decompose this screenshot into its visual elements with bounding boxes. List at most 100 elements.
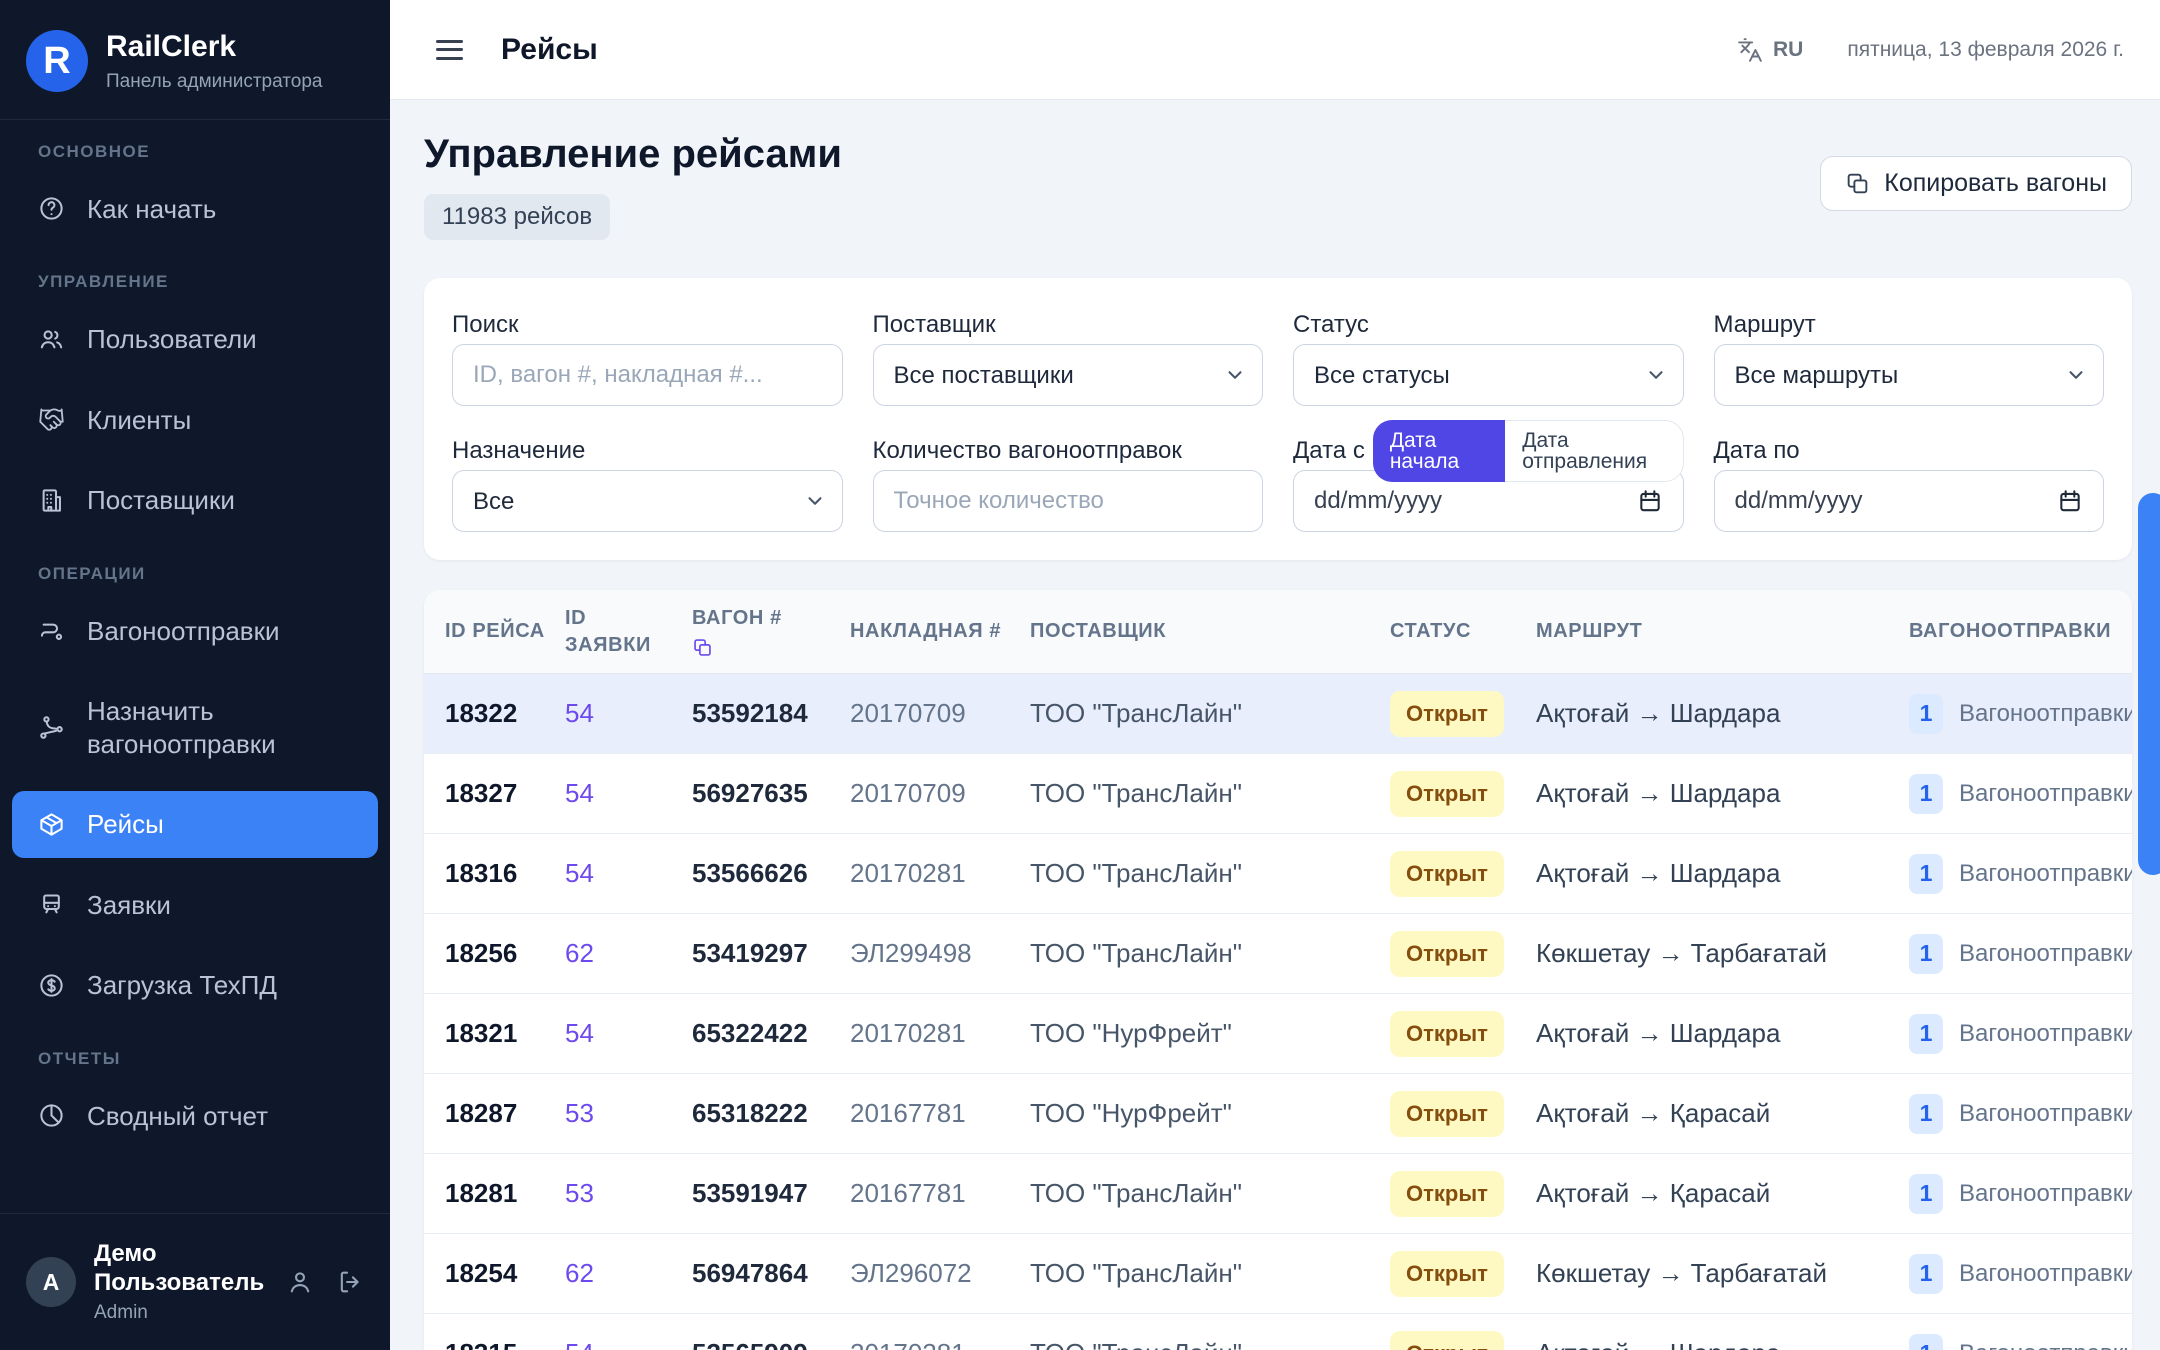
language-code: RU	[1772, 37, 1804, 61]
request-id-link[interactable]: 62	[565, 1258, 594, 1288]
calendar-icon[interactable]	[1637, 488, 1663, 514]
status-cell: Открыт	[1390, 1090, 1536, 1137]
sidebar-item-techpd-upload[interactable]: Загрузка ТехПД	[12, 952, 378, 1019]
route-select[interactable]: Все маршруты	[1714, 345, 2103, 405]
request-id-link[interactable]: 54	[565, 698, 594, 728]
supplier-label: Поставщик	[872, 311, 996, 338]
menu-toggle-icon[interactable]	[436, 39, 463, 60]
status-badge: Открыт	[1390, 930, 1504, 977]
supplier-select[interactable]: Все поставщики	[873, 345, 1262, 405]
table-row[interactable]: 18281 53 53591947 20167781 ТОО "ТрансЛай…	[424, 1154, 2132, 1234]
shipments-cell: 1 Вагоноотправки	[1909, 773, 2132, 814]
shipments-cell: 1 Вагоноотправки	[1909, 1013, 2132, 1054]
calendar-icon[interactable]	[2057, 488, 2083, 514]
table-row[interactable]: 18256 62 53419297 ЭЛ299498 ТОО "ТрансЛай…	[424, 914, 2132, 994]
scrollbar-thumb[interactable]	[2138, 493, 2160, 875]
filter-destination: Назначение Все	[452, 432, 843, 532]
table-header: ID РЕЙСА ID ЗАЯВКИ ВАГОН # НАКЛАДНАЯ # П…	[424, 590, 2132, 674]
sidebar-item-clients[interactable]: Клиенты	[12, 387, 378, 454]
shipments-count-badge: 1	[1909, 773, 1943, 814]
wagon-count-label: Количество вагоноотправок	[872, 437, 1182, 464]
request-id-link[interactable]: 62	[565, 938, 594, 968]
date-mode-start-button[interactable]: Дата начала	[1372, 420, 1506, 482]
shipments-label: Вагоноотправки	[1959, 1019, 2132, 1047]
trip-id-cell: 18281	[445, 1178, 518, 1208]
sidebar-item-assign-shipments[interactable]: Назначить вагоноотправки	[12, 678, 378, 777]
profile-icon[interactable]	[286, 1268, 314, 1296]
logout-icon[interactable]	[336, 1268, 364, 1296]
request-id-link[interactable]: 54	[565, 778, 594, 808]
users-icon	[38, 326, 65, 353]
table-row[interactable]: 18321 54 65322422 20170281 ТОО "НурФрейт…	[424, 994, 2132, 1074]
status-badge: Открыт	[1390, 770, 1504, 817]
shipments-label: Вагоноотправки	[1959, 939, 2132, 967]
sidebar-item-users[interactable]: Пользователи	[12, 306, 378, 373]
request-id-link[interactable]: 53	[565, 1178, 594, 1208]
trip-id-cell: 18254	[445, 1258, 518, 1288]
status-badge: Открыт	[1390, 1250, 1504, 1297]
sidebar-item-suppliers[interactable]: Поставщики	[12, 467, 378, 534]
date-mode-departure-button[interactable]: Дата отправления	[1505, 420, 1684, 482]
sidebar-item-requests[interactable]: Заявки	[12, 872, 378, 939]
filters-panel: Поиск Поставщик Все поставщики Статус Вс…	[424, 278, 2132, 560]
status-badge: Открыт	[1390, 1330, 1504, 1350]
search-label: Поиск	[452, 311, 519, 338]
status-select[interactable]: Все статусы	[1294, 345, 1683, 405]
table-body: 18322 54 53592184 20170709 ТОО "ТрансЛай…	[424, 674, 2132, 1350]
route-cell: Ақтоғай → Шардара	[1536, 698, 1781, 728]
sidebar-item-wagon-shipments[interactable]: Вагоноотправки	[12, 598, 378, 665]
shipments-cell: 1 Вагоноотправки	[1909, 1093, 2132, 1134]
request-id-cell: 62	[565, 1258, 692, 1289]
table-row[interactable]: 18316 54 53566626 20170281 ТОО "ТрансЛай…	[424, 834, 2132, 914]
copy-wagons-button[interactable]: Копировать вагоны	[1820, 156, 2132, 211]
trips-table: ID РЕЙСА ID ЗАЯВКИ ВАГОН # НАКЛАДНАЯ # П…	[424, 590, 2132, 1350]
invoice-cell: 20170709	[850, 778, 966, 808]
request-id-link[interactable]: 53	[565, 1098, 594, 1128]
train-icon	[38, 891, 65, 918]
sidebar-item-summary-report[interactable]: Сводный отчет	[12, 1083, 378, 1150]
status-cell: Открыт	[1390, 770, 1536, 817]
filter-route: Маршрут Все маршруты	[1713, 306, 2104, 406]
request-id-link[interactable]: 54	[565, 858, 594, 888]
pie-chart-icon	[38, 1102, 65, 1129]
user-block: A Демо Пользователь Admin	[0, 1213, 390, 1350]
route-cell: Ақтоғай → Шардара	[1536, 1018, 1781, 1048]
sidebar-item-getting-started[interactable]: Как начать	[12, 176, 378, 243]
copy-column-icon[interactable]	[692, 637, 713, 658]
supplier-cell: ТОО "НурФрейт"	[1030, 1018, 1232, 1048]
table-row[interactable]: 18327 54 56927635 20170709 ТОО "ТрансЛай…	[424, 754, 2132, 834]
route-cell: Ақтоғай → Шардара	[1536, 858, 1781, 888]
invoice-cell: ЭЛ299498	[850, 938, 972, 968]
table-row[interactable]: 18322 54 53592184 20170709 ТОО "ТрансЛай…	[424, 674, 2132, 754]
request-id-link[interactable]: 54	[565, 1018, 594, 1048]
shipments-cell: 1 Вагоноотправки	[1909, 693, 2132, 734]
table-row[interactable]: 18287 53 65318222 20167781 ТОО "НурФрейт…	[424, 1074, 2132, 1154]
col-trip-id: ID РЕЙСА	[445, 620, 545, 642]
wagon-cell: 53592184	[692, 698, 808, 728]
wagon-count-input[interactable]	[872, 470, 1263, 532]
status-cell: Открыт	[1390, 1010, 1536, 1057]
filter-supplier: Поставщик Все поставщики	[872, 306, 1263, 406]
status-cell: Открыт	[1390, 850, 1536, 897]
table-row[interactable]: 18315 54 53565909 20170281 ТОО "ТрансЛай…	[424, 1314, 2132, 1350]
sidebar: R RailClerk Панель администратора ОСНОВН…	[0, 0, 390, 1350]
sidebar-item-label: Поставщики	[87, 485, 235, 515]
invoice-cell: 20167781	[850, 1178, 966, 1208]
search-input[interactable]	[452, 344, 843, 406]
request-id-cell: 54	[565, 778, 692, 809]
supplier-cell: ТОО "ТрансЛайн"	[1030, 858, 1242, 888]
package-icon	[38, 811, 65, 838]
table-row[interactable]: 18254 62 56947864 ЭЛ296072 ТОО "ТрансЛай…	[424, 1234, 2132, 1314]
destination-select[interactable]: Все	[453, 471, 842, 531]
route-cell: Көкшетау → Тарбағатай	[1536, 938, 1828, 968]
route-cell: Көкшетау → Тарбағатай	[1536, 1258, 1828, 1288]
language-switcher[interactable]: RU	[1737, 37, 1803, 63]
request-id-link[interactable]: 54	[565, 1338, 594, 1350]
request-id-cell: 54	[565, 698, 692, 729]
request-id-cell: 53	[565, 1178, 692, 1209]
translate-icon	[1737, 37, 1763, 63]
sidebar-item-label: Пользователи	[87, 324, 257, 354]
sidebar-item-trips[interactable]: Рейсы	[12, 791, 378, 858]
status-cell: Открыт	[1390, 1170, 1536, 1217]
date-to-input[interactable]: dd/mm/yyyy	[1713, 470, 2104, 532]
